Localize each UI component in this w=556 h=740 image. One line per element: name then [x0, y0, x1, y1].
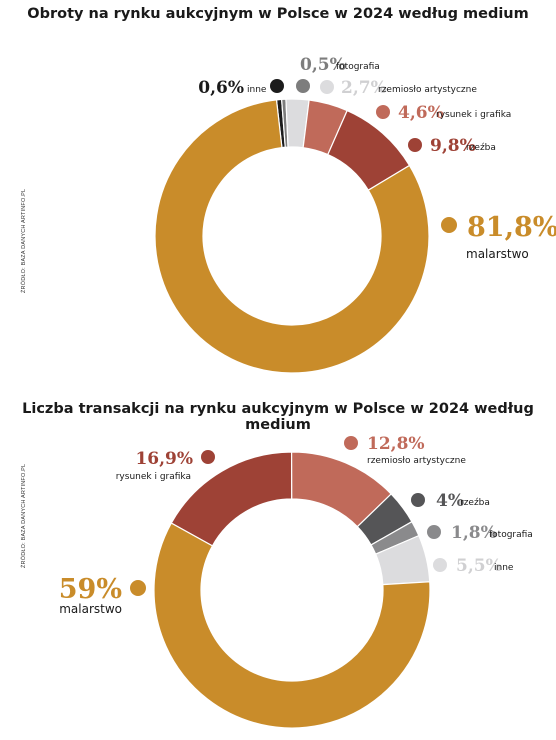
chart-2-value-label-fotografia: 1,8% [451, 523, 497, 543]
chart-2-legend-dot-inne [433, 558, 447, 572]
chart-1-value-label-inne: 0,6% [198, 78, 244, 98]
chart-2-title: Liczba transakcji na rynku aukcyjnym w P… [22, 401, 534, 433]
chart-1-category-label-rysunek-i-grafika: rysunek i grafika [436, 110, 511, 120]
chart-1-value-label-rzemioslo-artystyczne: 2,7% [341, 78, 387, 98]
chart-2-category-label-fotografia: fotografia [489, 530, 533, 540]
chart-1-legend-dot-fotografia [296, 79, 310, 93]
chart-1-category-label-rzemioslo-artystyczne: rzemiosło artystyczne [378, 85, 477, 95]
chart-1-slice-malarstwo [154, 99, 430, 374]
chart-2-legend-dot-rzezba [411, 493, 425, 507]
chart-1-legend-dot-inne [270, 79, 284, 93]
chart-2-legend-dot-rysunek-i-grafika [201, 450, 215, 464]
chart-2-legend-dot-rzemioslo-artystyczne [344, 436, 358, 450]
chart-2-slice-malarstwo [153, 522, 431, 729]
chart-2-value-label-rzemioslo-artystyczne: 12,8% [367, 434, 425, 454]
chart-2-value-label-malarstwo: 59% [59, 574, 122, 605]
chart-2-category-label-rzezba: rzeźba [460, 498, 490, 508]
chart-1-value-label-rysunek-i-grafika: 4,6% [398, 103, 444, 123]
chart-1-value-label-malarstwo: 81,8% [467, 212, 556, 243]
chart-2-value-label-rysunek-i-grafika: 16,9% [135, 449, 193, 469]
chart-1-legend-dot-rzemioslo-artystyczne [320, 80, 334, 94]
chart-1-category-label-malarstwo: malarstwo [466, 247, 529, 261]
chart-1-legend-dot-rysunek-i-grafika [376, 105, 390, 119]
chart-2-category-label-malarstwo: malarstwo [59, 602, 122, 616]
chart-1-legend-dot-malarstwo [441, 217, 457, 233]
chart-2-legend-dot-fotografia [427, 525, 441, 539]
chart-2-category-label-rzemioslo-artystyczne: rzemiosło artystyczne [367, 456, 466, 466]
chart-1-category-label-inne: inne [247, 85, 267, 95]
chart-2-value-label-rzezba: 4% [436, 491, 464, 511]
chart-2-legend-dot-malarstwo [130, 580, 146, 596]
chart-1-title: Obroty na rynku aukcyjnym w Polsce w 202… [27, 6, 529, 22]
chart-1-category-label-rzezba: rzeźba [466, 143, 496, 153]
chart-2-category-label-inne: inne [494, 563, 514, 573]
chart-1-value-label-fotografia: 0,5% [300, 55, 346, 75]
chart-2-category-label-rysunek-i-grafika: rysunek i grafika [116, 472, 191, 482]
chart-1-category-label-fotografia: fotografia [336, 62, 380, 72]
chart-2-value-label-inne: 5,5% [456, 556, 502, 576]
chart-1-legend-dot-rzezba [408, 138, 422, 152]
chart-1-value-label-rzezba: 9,8% [430, 136, 476, 156]
